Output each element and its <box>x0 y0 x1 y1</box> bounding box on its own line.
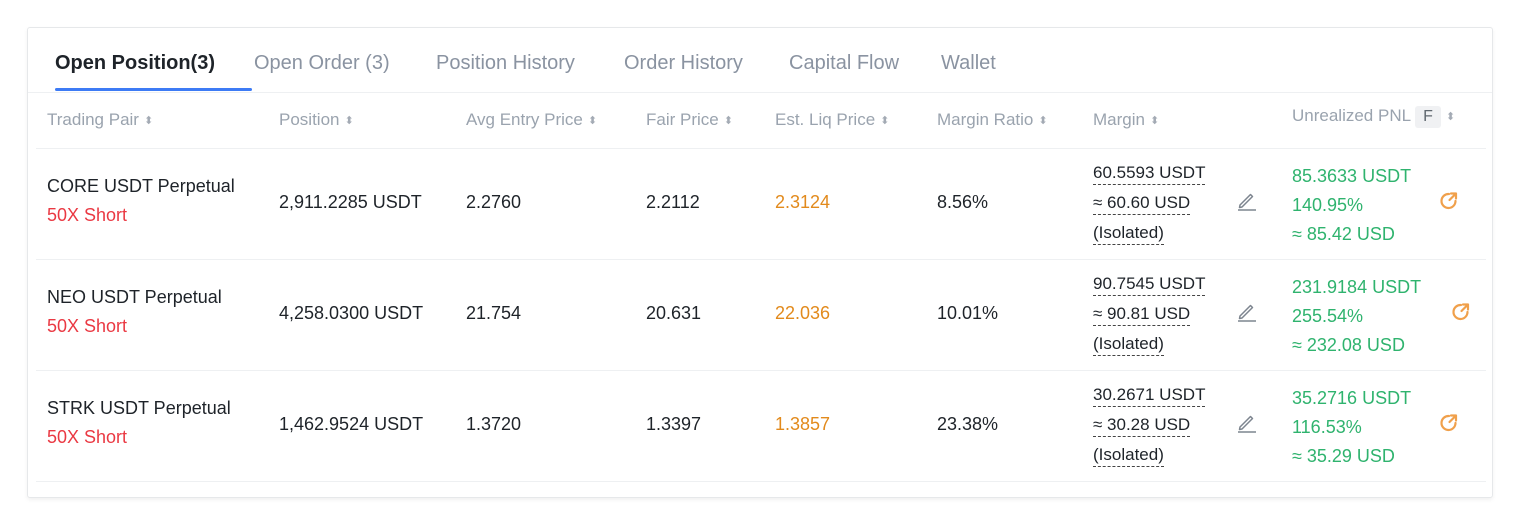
pencil-icon[interactable] <box>1236 189 1258 211</box>
table-row: CORE USDT Perpetual 50X Short 2,911.2285… <box>36 149 1486 260</box>
margin-usd: ≈ 60.60 USD <box>1093 192 1191 215</box>
pnl-usdt: 231.9184 USDT <box>1292 277 1422 297</box>
margin-ratio: 8.56% <box>937 192 989 212</box>
header-label: Margin <box>1093 110 1145 129</box>
fair-price: 2.2112 <box>646 192 700 212</box>
margin-info[interactable]: 60.5593 USDT ≈ 60.60 USD (Isolated) <box>1093 162 1206 252</box>
avg-entry-price: 2.2760 <box>466 192 522 212</box>
pnl-usdt: 35.2716 USDT <box>1292 388 1412 408</box>
trading-pair[interactable]: NEO USDT Perpetual <box>47 287 222 307</box>
pencil-icon[interactable] <box>1236 300 1258 322</box>
active-tab-indicator <box>55 88 252 91</box>
positions-panel: Open Position(3) Open Order (3) Position… <box>27 27 1493 498</box>
fair-price: 20.631 <box>646 303 702 323</box>
tab-bar: Open Position(3) Open Order (3) Position… <box>28 28 1492 93</box>
margin-usdt: 90.7545 USDT <box>1093 273 1206 296</box>
margin-usdt: 30.2671 USDT <box>1093 384 1206 407</box>
sort-icon: ⬍ <box>723 115 733 127</box>
position-size: 2,911.2285 USDT <box>279 192 422 212</box>
tab-capital-flow[interactable]: Capital Flow <box>789 52 900 74</box>
est-liq-price: 2.3124 <box>775 192 831 212</box>
est-liq-price: 1.3857 <box>775 414 831 434</box>
pnl-percent: 116.53% <box>1292 417 1362 437</box>
header-label: Unrealized PNL <box>1292 106 1412 125</box>
position-size: 1,462.9524 USDT <box>279 414 424 434</box>
margin-usdt: 60.5593 USDT <box>1093 162 1206 185</box>
share-icon[interactable] <box>1450 301 1472 323</box>
fair-price: 1.3397 <box>646 414 702 434</box>
trading-pair[interactable]: STRK USDT Perpetual <box>47 398 231 418</box>
avg-entry-price: 1.3720 <box>466 414 522 434</box>
margin-usd: ≈ 90.81 USD <box>1093 303 1191 326</box>
margin-ratio: 10.01% <box>937 303 999 323</box>
header-label: Trading Pair <box>47 110 139 129</box>
sort-icon: ⬍ <box>344 115 354 127</box>
tab-open-order[interactable]: Open Order (3) <box>254 52 390 74</box>
sort-icon: ⬍ <box>880 115 890 127</box>
pnl-usd: ≈ 232.08 USD <box>1292 335 1405 355</box>
pnl-usd: ≈ 35.29 USD <box>1292 446 1395 466</box>
leverage-side: 50X Short <box>47 205 128 225</box>
sort-icon: ⬍ <box>1149 115 1160 127</box>
sort-icon: ⬍ <box>143 115 154 127</box>
header-avg-entry-price[interactable]: Avg Entry Price ⬍ <box>466 110 597 130</box>
sort-icon: ⬍ <box>587 115 598 127</box>
position-size: 4,258.0300 USDT <box>279 303 424 323</box>
pnl-percent: 140.95% <box>1292 195 1364 215</box>
tab-position-history[interactable]: Position History <box>436 52 575 74</box>
pencil-icon[interactable] <box>1236 411 1258 433</box>
trading-pair[interactable]: CORE USDT Perpetual <box>47 176 235 196</box>
table-row: NEO USDT Perpetual 50X Short 4,258.0300 … <box>36 260 1486 371</box>
header-label: Est. Liq Price <box>775 110 876 129</box>
pnl-usdt: 85.3633 USDT <box>1292 166 1412 186</box>
tab-open-position[interactable]: Open Position(3) <box>55 52 215 74</box>
tab-order-history[interactable]: Order History <box>624 52 743 74</box>
margin-usd: ≈ 30.28 USD <box>1093 414 1191 437</box>
unrealized-pnl: 231.9184 USDT 255.54% ≈ 232.08 USD <box>1292 273 1421 360</box>
leverage-side: 50X Short <box>47 427 128 447</box>
leverage-side: 50X Short <box>47 316 128 336</box>
header-est-liq-price[interactable]: Est. Liq Price ⬍ <box>775 110 889 130</box>
est-liq-price: 22.036 <box>775 303 831 323</box>
tab-wallet[interactable]: Wallet <box>941 52 996 74</box>
table-row: STRK USDT Perpetual 50X Short 1,462.9524… <box>36 371 1486 482</box>
header-label: Position <box>279 110 340 129</box>
pnl-percent: 255.54% <box>1292 306 1364 326</box>
header-unrealized-pnl[interactable]: Unrealized PNL F ⬍ <box>1292 106 1455 128</box>
header-position[interactable]: Position ⬍ <box>279 110 354 130</box>
pnl-currency-toggle[interactable]: F <box>1415 106 1441 128</box>
margin-mode: (Isolated) <box>1093 444 1164 467</box>
pnl-usd: ≈ 85.42 USD <box>1292 224 1395 244</box>
header-margin-ratio[interactable]: Margin Ratio ⬍ <box>937 110 1048 130</box>
margin-info[interactable]: 90.7545 USDT ≈ 90.81 USD (Isolated) <box>1093 273 1206 363</box>
margin-ratio: 23.38% <box>937 414 999 434</box>
table-header: Trading Pair ⬍ Position ⬍ Avg Entry Price ⬍… <box>36 92 1486 149</box>
header-label: Fair Price <box>646 110 719 129</box>
header-label: Avg Entry Price <box>466 110 583 129</box>
avg-entry-price: 21.754 <box>466 303 522 323</box>
header-label: Margin Ratio <box>937 110 1034 129</box>
margin-mode: (Isolated) <box>1093 333 1164 356</box>
sort-icon: ⬍ <box>1038 115 1048 127</box>
header-margin[interactable]: Margin ⬍ <box>1093 110 1159 130</box>
margin-info[interactable]: 30.2671 USDT ≈ 30.28 USD (Isolated) <box>1093 384 1206 474</box>
header-fair-price[interactable]: Fair Price ⬍ <box>646 110 733 130</box>
sort-icon: ⬍ <box>1445 111 1456 123</box>
share-icon[interactable] <box>1438 190 1460 212</box>
share-icon[interactable] <box>1438 412 1460 434</box>
header-trading-pair[interactable]: Trading Pair ⬍ <box>47 110 153 130</box>
margin-mode: (Isolated) <box>1093 222 1164 245</box>
unrealized-pnl: 35.2716 USDT 116.53% ≈ 35.29 USD <box>1292 384 1411 471</box>
unrealized-pnl: 85.3633 USDT 140.95% ≈ 85.42 USD <box>1292 162 1411 249</box>
